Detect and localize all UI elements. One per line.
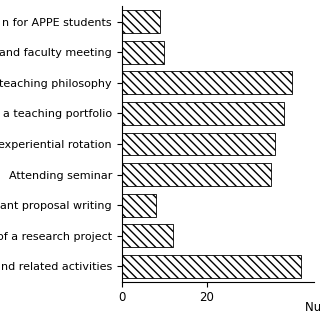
Bar <box>122 255 301 278</box>
Bar <box>122 102 284 125</box>
X-axis label: Number of: Number of <box>305 301 320 314</box>
Bar <box>122 10 160 33</box>
Bar <box>122 224 173 247</box>
Bar <box>122 163 271 186</box>
Bar <box>122 132 275 156</box>
Bar <box>122 41 164 64</box>
Bar <box>122 194 156 217</box>
Bar <box>122 71 292 94</box>
